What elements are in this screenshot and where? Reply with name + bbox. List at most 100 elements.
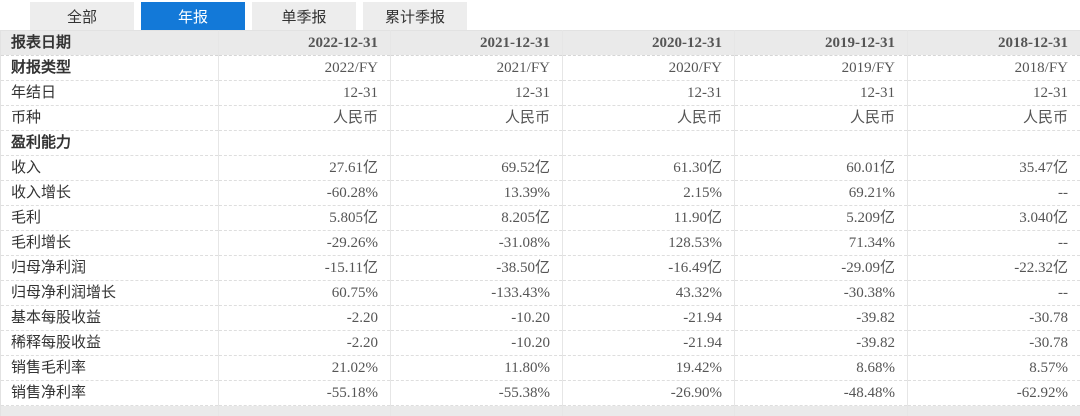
cell-value: -38.50亿 xyxy=(390,255,563,281)
cell-value: 11.80% xyxy=(390,355,563,381)
cell-value: 2018/FY xyxy=(907,55,1080,81)
table-row: 财报类型 2022/FY 2021/FY 2020/FY 2019/FY 2018/FY xyxy=(0,55,1080,81)
row-label: 归母净利润 xyxy=(0,255,219,281)
cell-value: -60.28% xyxy=(218,180,391,206)
partial-cell xyxy=(390,405,563,416)
row-label: 财报类型 xyxy=(0,55,219,81)
row-label: 稀释每股收益 xyxy=(0,330,219,356)
table-row: 销售净利率 -55.18% -55.38% -26.90% -48.48% -62.92% xyxy=(0,380,1080,406)
header-row-label: 报表日期 xyxy=(0,30,219,56)
row-label: 归母净利润增长 xyxy=(0,280,219,306)
cell-value: -2.20 xyxy=(218,330,391,356)
cell-value: 3.040亿 xyxy=(907,205,1080,231)
tab-cumulative-quarter-report[interactable]: 累计季报 xyxy=(363,2,467,30)
cell-value: 69.21% xyxy=(734,180,908,206)
cell-value: 12-31 xyxy=(734,80,908,106)
cell-value: 2020/FY xyxy=(562,55,735,81)
cell-value: 19.42% xyxy=(562,355,735,381)
tab-all[interactable]: 全部 xyxy=(30,2,134,30)
table-row: 收入 27.61亿 69.52亿 61.30亿 60.01亿 35.47亿 xyxy=(0,155,1080,181)
header-report-date: 2021-12-31 xyxy=(390,30,563,56)
cell-value: -21.94 xyxy=(562,305,735,331)
row-label: 币种 xyxy=(0,105,219,131)
header-report-date: 2020-12-31 xyxy=(562,30,735,56)
cell-value: -39.82 xyxy=(734,305,908,331)
cell-value: 11.90亿 xyxy=(562,205,735,231)
table-row: 年结日 12-31 12-31 12-31 12-31 12-31 xyxy=(0,80,1080,106)
cell-value: -22.32亿 xyxy=(907,255,1080,281)
cell-value: 5.805亿 xyxy=(218,205,391,231)
cell-value: 5.209亿 xyxy=(734,205,908,231)
cell-value: 71.34% xyxy=(734,230,908,256)
row-label: 销售净利率 xyxy=(0,380,219,406)
cell-value: 2021/FY xyxy=(390,55,563,81)
cell-value: -55.18% xyxy=(218,380,391,406)
row-label: 毛利增长 xyxy=(0,230,219,256)
table-row: 盈利能力 xyxy=(0,130,1080,156)
cell-value: 12-31 xyxy=(562,80,735,106)
cell-value: -15.11亿 xyxy=(218,255,391,281)
cell-value: -30.38% xyxy=(734,280,908,306)
cell-value: -48.48% xyxy=(734,380,908,406)
cell-value: 2019/FY xyxy=(734,55,908,81)
cell-value: 2022/FY xyxy=(218,55,391,81)
tab-single-quarter-report[interactable]: 单季报 xyxy=(252,2,356,30)
cell-value: 13.39% xyxy=(390,180,563,206)
cell-value: 128.53% xyxy=(562,230,735,256)
partial-cell xyxy=(0,405,219,416)
cell-value: 8.68% xyxy=(734,355,908,381)
financial-table: 报表日期 2022-12-31 2021-12-31 2020-12-31 2019-1… xyxy=(0,30,1080,416)
cell-value: 人民币 xyxy=(562,105,735,131)
cell-value: 12-31 xyxy=(390,80,563,106)
cell-value: 61.30亿 xyxy=(562,155,735,181)
cell-value: 69.52亿 xyxy=(390,155,563,181)
table-row: 收入增长 -60.28% 13.39% 2.15% 69.21% -- xyxy=(0,180,1080,206)
cell-value: -- xyxy=(907,180,1080,206)
cell-value: -55.38% xyxy=(390,380,563,406)
table-row: 归母净利润 -15.11亿 -38.50亿 -16.49亿 -29.09亿 -22.32亿 xyxy=(0,255,1080,281)
row-label: 收入增长 xyxy=(0,180,219,206)
cell-value: 60.01亿 xyxy=(734,155,908,181)
cell-value: 12-31 xyxy=(907,80,1080,106)
table-header-row: 报表日期 2022-12-31 2021-12-31 2020-12-31 2019-1… xyxy=(0,30,1080,56)
partial-cell xyxy=(562,405,735,416)
partial-cell xyxy=(734,405,908,416)
cell-value: -10.20 xyxy=(390,330,563,356)
table-row: 毛利 5.805亿 8.205亿 11.90亿 5.209亿 3.040亿 xyxy=(0,205,1080,231)
cell-value: -29.26% xyxy=(218,230,391,256)
header-report-date: 2018-12-31 xyxy=(907,30,1080,56)
cell-value: 8.57% xyxy=(907,355,1080,381)
cell-value: 43.32% xyxy=(562,280,735,306)
cell-value xyxy=(390,130,563,156)
cell-value: -30.78 xyxy=(907,330,1080,356)
partial-cell xyxy=(907,405,1080,416)
cell-value: 35.47亿 xyxy=(907,155,1080,181)
cell-value: 人民币 xyxy=(734,105,908,131)
cell-value xyxy=(734,130,908,156)
row-label: 收入 xyxy=(0,155,219,181)
cell-value xyxy=(562,130,735,156)
cell-value: 21.02% xyxy=(218,355,391,381)
cell-value: -30.78 xyxy=(907,305,1080,331)
cell-value: -62.92% xyxy=(907,380,1080,406)
table-body: 财报类型 2022/FY 2021/FY 2020/FY 2019/FY 2018/FY 年… xyxy=(0,55,1080,406)
cell-value: 人民币 xyxy=(907,105,1080,131)
cell-value: 2.15% xyxy=(562,180,735,206)
cell-value: -29.09亿 xyxy=(734,255,908,281)
cell-value: 27.61亿 xyxy=(218,155,391,181)
cell-value xyxy=(907,130,1080,156)
cell-value: -39.82 xyxy=(734,330,908,356)
cell-value: -31.08% xyxy=(390,230,563,256)
cell-value: -21.94 xyxy=(562,330,735,356)
cell-value: -2.20 xyxy=(218,305,391,331)
cell-value: -10.20 xyxy=(390,305,563,331)
cell-value: -- xyxy=(907,230,1080,256)
tab-annual-report[interactable]: 年报 xyxy=(141,2,245,30)
table-row: 稀释每股收益 -2.20 -10.20 -21.94 -39.82 -30.78 xyxy=(0,330,1080,356)
partial-cell xyxy=(218,405,391,416)
partial-next-row xyxy=(0,405,1080,416)
cell-value: 人民币 xyxy=(390,105,563,131)
cell-value: -- xyxy=(907,280,1080,306)
cell-value: -133.43% xyxy=(390,280,563,306)
